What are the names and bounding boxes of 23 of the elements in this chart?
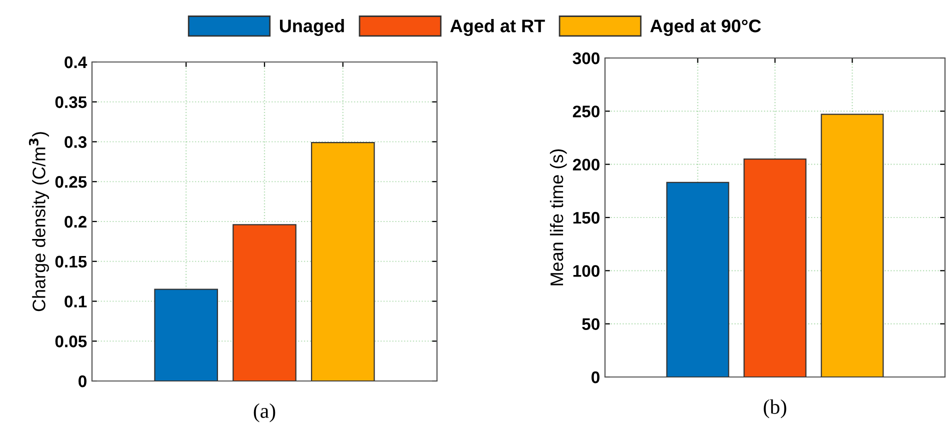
y-tick-label: 0.15 bbox=[55, 256, 87, 268]
legend-label: Aged at 90°C bbox=[650, 19, 761, 36]
y-tick-label: 0.25 bbox=[55, 176, 87, 188]
text: (a) bbox=[254, 403, 276, 422]
y-axis-title: Charge density (C/m$^{3}$) bbox=[28, 132, 49, 312]
y-tick-label: 250 bbox=[572, 106, 600, 118]
y-tick-label: 0.1 bbox=[64, 296, 87, 308]
y-tick-label: 0 bbox=[78, 375, 86, 388]
y-tick-label: 300 bbox=[572, 52, 600, 64]
y-tick-label: 0.35 bbox=[55, 96, 87, 108]
y-tick-label: 0.4 bbox=[64, 56, 88, 68]
legend-label: Aged at RT bbox=[450, 19, 545, 36]
y-tick-label: 0.2 bbox=[64, 216, 86, 228]
y-tick-label: 0 bbox=[592, 371, 600, 384]
y-tick-label: 50 bbox=[582, 318, 600, 330]
y-tick-label: 0.3 bbox=[64, 136, 87, 148]
y-axis-title: Mean life time (s) bbox=[550, 149, 567, 286]
y-tick-label: 100 bbox=[573, 265, 600, 277]
y-tick-label: 0.05 bbox=[55, 336, 87, 348]
text: (b) bbox=[764, 399, 786, 418]
legend-label: Unaged bbox=[280, 19, 344, 36]
y-tick-label: 200 bbox=[572, 158, 600, 171]
y-tick-label: 150 bbox=[573, 212, 600, 224]
